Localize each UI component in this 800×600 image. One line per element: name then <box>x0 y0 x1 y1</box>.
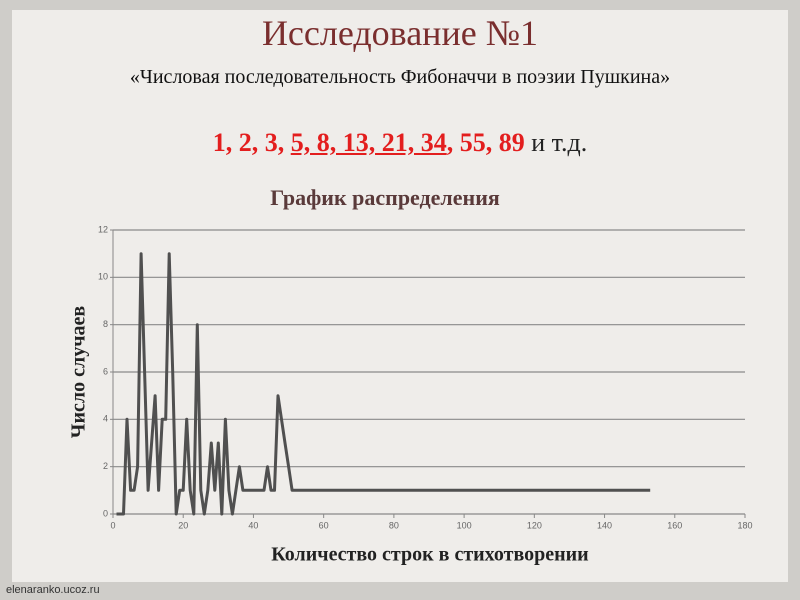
sequence-underlined: 5, 8, 13, 21, 34 <box>290 128 447 157</box>
x-tick-label: 80 <box>389 520 399 530</box>
x-tick-label: 0 <box>110 520 115 530</box>
y-tick-label: 2 <box>103 461 108 471</box>
x-tick-label: 20 <box>178 520 188 530</box>
x-tick-label: 160 <box>667 520 682 530</box>
footer: elenaranko.ucoz.ru <box>6 584 100 596</box>
sequence-start: 1, 2, 3, <box>212 128 291 157</box>
y-tick-label: 0 <box>103 508 108 518</box>
y-tick-label: 12 <box>98 224 108 234</box>
sequence-end: , 55, 89 <box>446 128 525 157</box>
x-tick-label: 180 <box>737 520 752 530</box>
y-tick-label: 10 <box>98 272 108 282</box>
y-axis-label: Число случаев <box>68 306 90 439</box>
y-tick-label: 4 <box>103 414 108 424</box>
x-axis-label: Количество строк в стихотворении <box>271 544 588 566</box>
x-tick-label: 60 <box>319 520 329 530</box>
y-tick-label: 6 <box>103 366 108 376</box>
slide-title: Исследование №1 <box>261 13 539 53</box>
x-tick-label: 40 <box>248 520 258 530</box>
x-tick-label: 120 <box>527 520 542 530</box>
slide-subtitle: «Числовая последовательность Фибоначчи в… <box>129 66 671 88</box>
chart-title: График распределения <box>270 185 500 210</box>
y-tick-label: 8 <box>103 319 108 329</box>
x-tick-label: 100 <box>457 520 472 530</box>
data-line <box>116 252 651 516</box>
sequence-suffix: и т.д. <box>524 128 588 157</box>
x-tick-label: 140 <box>597 520 612 530</box>
sequence: 1, 2, 3, 5, 8, 13, 21, 34, 55, 89 и т.д. <box>0 128 800 158</box>
